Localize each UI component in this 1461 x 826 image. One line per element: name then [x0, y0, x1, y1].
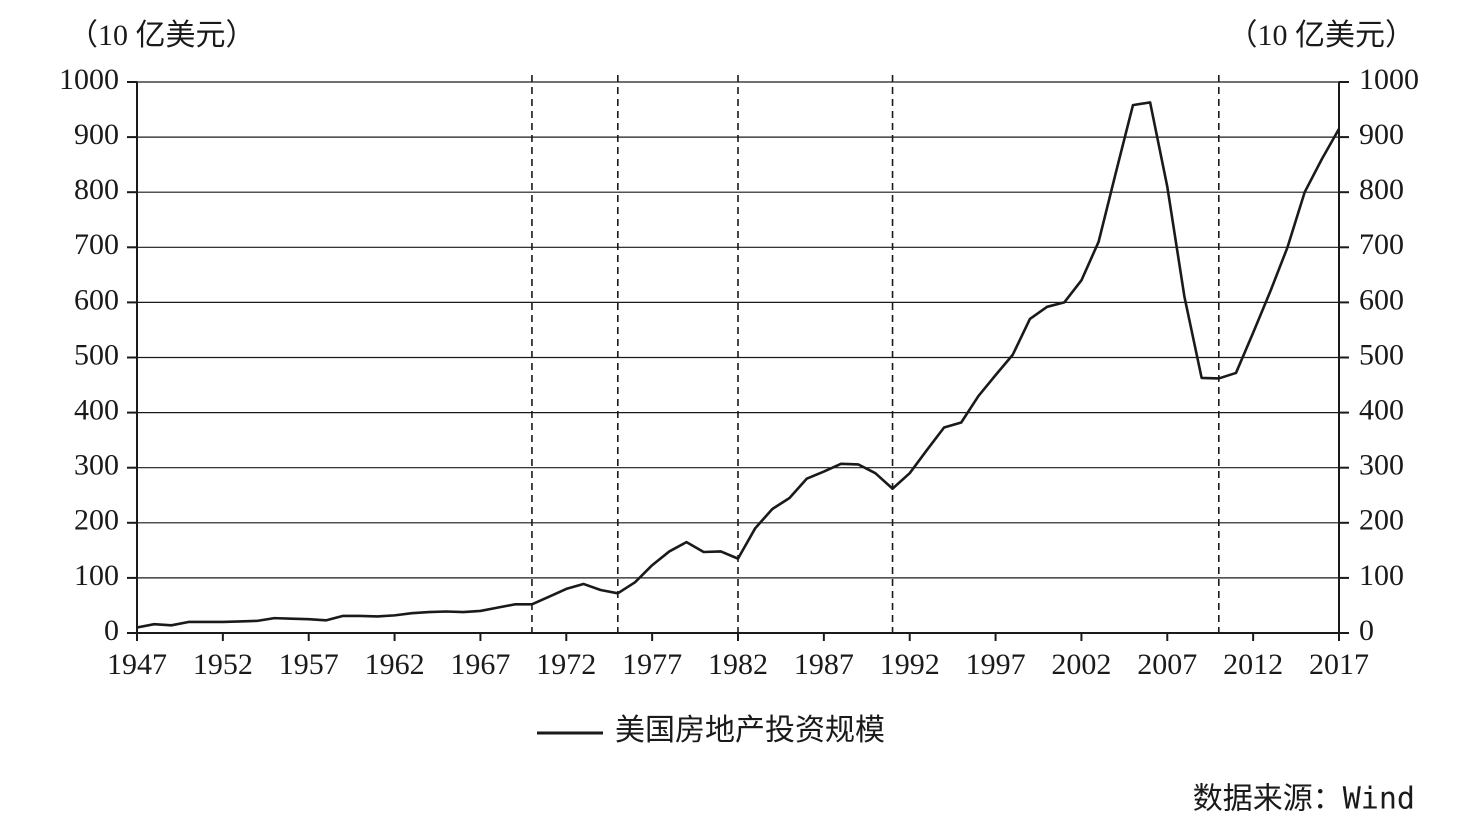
- y2-tick-label: 600: [1359, 283, 1404, 316]
- y2-tick-label: 400: [1359, 393, 1404, 426]
- x-tick-label: 2017: [1309, 648, 1369, 681]
- y-tick-label: 300: [74, 449, 119, 482]
- y-tick-label: 900: [74, 118, 119, 151]
- y-tick-label: 1000: [59, 63, 119, 96]
- legend-label: 美国房地产投资规模: [615, 714, 885, 747]
- y2-tick-label: 700: [1359, 228, 1404, 261]
- y2-tick-label: 100: [1359, 559, 1404, 592]
- y2-tick-label: 500: [1359, 338, 1404, 371]
- x-tick-label: 1982: [708, 648, 768, 681]
- x-tick-label: 1997: [966, 648, 1026, 681]
- data-line: [136, 101, 1341, 629]
- y2-tick-label: 200: [1359, 504, 1404, 537]
- x-tick-label: 1952: [193, 648, 253, 681]
- x-tick-label: 2007: [1137, 648, 1197, 681]
- y-tick-label: 700: [74, 228, 119, 261]
- y2-tick-label: 900: [1359, 118, 1404, 151]
- y-tick-label: 500: [74, 338, 119, 371]
- x-tick-label: 1957: [279, 648, 339, 681]
- x-tick-label: 1947: [107, 648, 167, 681]
- y2-tick-label: 800: [1359, 173, 1404, 206]
- y2-tick-label: 0: [1359, 614, 1374, 647]
- x-tick-label: 1972: [536, 648, 596, 681]
- y2-axis-label: （10 亿美元）: [1228, 19, 1416, 52]
- x-tick-label: 2012: [1223, 648, 1283, 681]
- y-tick-label: 200: [74, 504, 119, 537]
- x-tick-label: 1977: [622, 648, 682, 681]
- y-tick-label: 400: [74, 393, 119, 426]
- y2-tick-label: 300: [1359, 449, 1404, 482]
- y-tick-label: 800: [74, 173, 119, 206]
- y-tick-label: 0: [104, 614, 119, 647]
- x-tick-label: 1992: [880, 648, 940, 681]
- y-tick-label: 600: [74, 283, 119, 316]
- x-tick-label: 1962: [365, 648, 425, 681]
- y-axis-label: （10 亿美元）: [68, 19, 256, 52]
- y-tick-label: 100: [74, 559, 119, 592]
- source-note: 数据来源：Wind: [1193, 782, 1415, 817]
- y2-tick-label: 1000: [1359, 63, 1419, 96]
- x-tick-label: 2002: [1051, 648, 1111, 681]
- x-tick-label: 1967: [450, 648, 510, 681]
- x-tick-label: 1987: [794, 648, 854, 681]
